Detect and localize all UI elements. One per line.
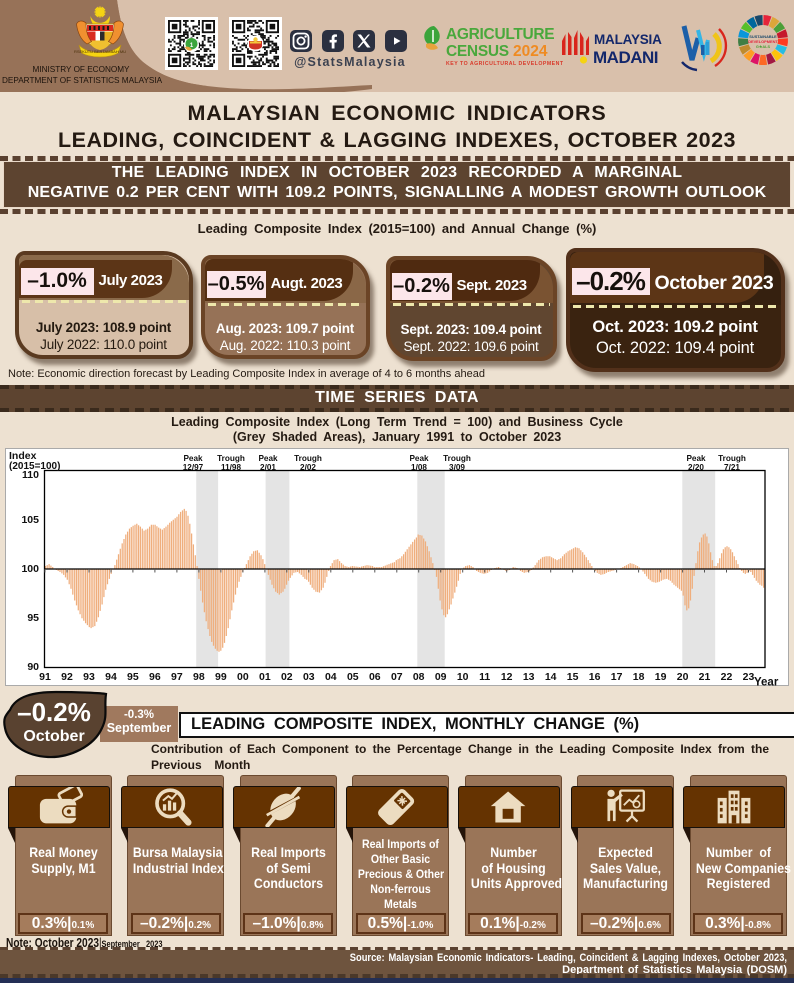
- svg-text:22: 22: [721, 671, 733, 683]
- svg-text:97: 97: [171, 671, 183, 683]
- svg-text:16: 16: [589, 671, 601, 683]
- svg-text:07: 07: [391, 671, 403, 683]
- svg-text:1: 1: [190, 43, 194, 49]
- svg-text:110: 110: [22, 469, 39, 481]
- svg-text:96: 96: [149, 671, 161, 683]
- svg-text:91: 91: [39, 671, 51, 683]
- svg-text:Trough: Trough: [217, 454, 245, 463]
- svg-text:G★ALS: G★ALS: [756, 44, 771, 49]
- svg-text:21: 21: [699, 671, 711, 683]
- svg-text:Trough: Trough: [443, 454, 471, 463]
- svg-text:17: 17: [611, 671, 623, 683]
- svg-text:(2015=100): (2015=100): [9, 461, 60, 472]
- svg-text:Peak: Peak: [183, 454, 203, 463]
- svg-text:03: 03: [303, 671, 315, 683]
- svg-text:2/20: 2/20: [688, 463, 704, 472]
- svg-text:95: 95: [127, 671, 139, 683]
- svg-text:99: 99: [215, 671, 227, 683]
- svg-text:Trough: Trough: [718, 454, 746, 463]
- svg-text:04: 04: [325, 671, 337, 683]
- svg-text:12/97: 12/97: [183, 463, 204, 472]
- svg-text:20: 20: [677, 671, 689, 683]
- svg-text:CENSUS: CENSUS: [446, 43, 509, 60]
- svg-text:93: 93: [83, 671, 95, 683]
- svg-text:95: 95: [27, 612, 39, 624]
- svg-text:3/09: 3/09: [449, 463, 465, 472]
- svg-text:DEVELOPMENT: DEVELOPMENT: [748, 39, 778, 44]
- svg-text:105: 105: [21, 514, 39, 526]
- svg-text:94: 94: [105, 671, 117, 683]
- svg-text:BERSEKUTU BERTAMBAH MUTU: BERSEKUTU BERTAMBAH MUTU: [74, 49, 126, 54]
- svg-text:7/21: 7/21: [724, 463, 740, 472]
- svg-text:08: 08: [413, 671, 425, 683]
- svg-text:2/01: 2/01: [260, 463, 276, 472]
- svg-text:Year: Year: [754, 677, 779, 687]
- svg-text:19: 19: [655, 671, 667, 683]
- svg-text:14: 14: [545, 671, 557, 683]
- svg-text:MADANI: MADANI: [593, 48, 658, 67]
- svg-text:11: 11: [479, 671, 490, 683]
- svg-text:Index: Index: [9, 450, 37, 462]
- svg-text:00: 00: [237, 671, 249, 683]
- svg-text:12: 12: [501, 671, 513, 683]
- svg-text:02: 02: [281, 671, 293, 683]
- svg-text:Peak: Peak: [409, 454, 429, 463]
- svg-text:23: 23: [743, 671, 755, 683]
- svg-text:15: 15: [567, 671, 579, 683]
- svg-text:MALAYSIA: MALAYSIA: [594, 32, 662, 47]
- svg-text:SUSTAINABLE: SUSTAINABLE: [749, 34, 777, 39]
- svg-text:100: 100: [21, 563, 39, 575]
- svg-text:09: 09: [435, 671, 447, 683]
- svg-text:Trough: Trough: [294, 454, 322, 463]
- svg-text:01: 01: [259, 671, 271, 683]
- svg-text:1/08: 1/08: [411, 463, 427, 472]
- svg-text:2024: 2024: [513, 43, 548, 60]
- svg-text:90: 90: [27, 661, 39, 673]
- svg-text:05: 05: [347, 671, 359, 683]
- svg-text:98: 98: [193, 671, 205, 683]
- svg-text:92: 92: [61, 671, 73, 683]
- svg-text:KEY TO AGRICULTURAL DEVELOPMEN: KEY TO AGRICULTURAL DEVELOPMENT: [446, 61, 564, 67]
- svg-text:06: 06: [369, 671, 381, 683]
- svg-text:AGRICULTURE: AGRICULTURE: [446, 26, 554, 43]
- svg-text:11/98: 11/98: [221, 463, 241, 472]
- svg-text:Peak: Peak: [258, 454, 278, 463]
- svg-text:18: 18: [633, 671, 645, 683]
- svg-text:2/02: 2/02: [300, 463, 316, 472]
- svg-text:10: 10: [457, 671, 469, 683]
- svg-text:13: 13: [523, 671, 535, 683]
- svg-text:Peak: Peak: [686, 454, 706, 463]
